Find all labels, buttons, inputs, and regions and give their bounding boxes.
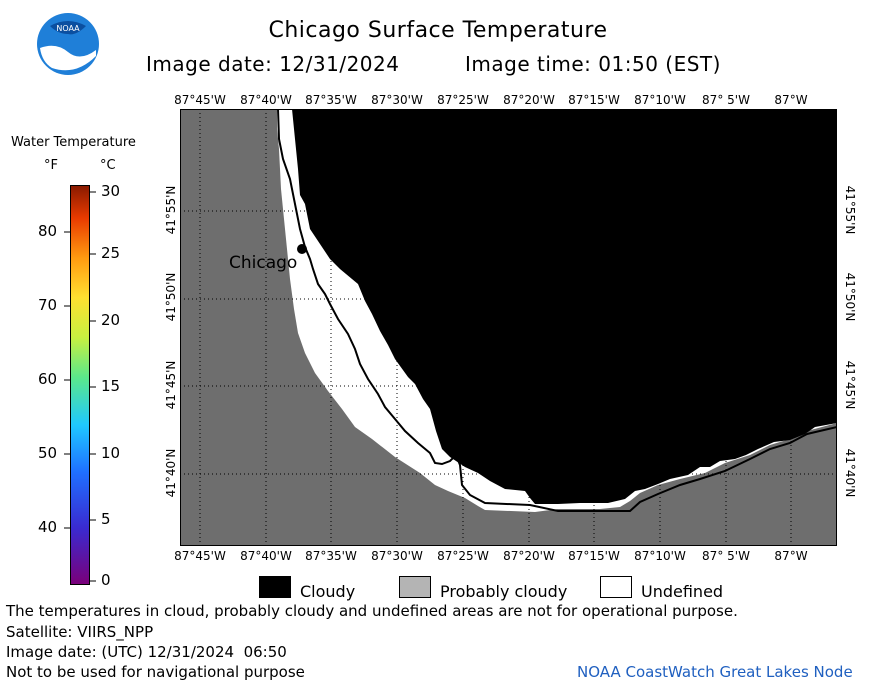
colorbar-c-tick: 10 [101,444,121,462]
lon-label-bottom: 87°30'W [371,549,423,563]
lon-label-top: 87°45'W [174,93,226,107]
legend-cloudy-label: Cloudy [300,582,356,601]
lon-label-bottom: 87°40'W [240,549,292,563]
lat-label-left: 41°40'N [164,448,178,498]
legend-probably-cloudy-label: Probably cloudy [440,582,568,601]
colorbar-f-tick: 80 [38,222,58,240]
lat-label-right: 41°40'N [843,448,857,498]
colorbar-title: Water Temperature [11,135,136,150]
legend-cloudy-swatch [259,576,291,598]
lon-label-bottom: 87°10'W [634,549,686,563]
nav-warning-text: Not to be used for navigational purpose [6,663,305,681]
shoreline [277,109,837,512]
lon-label-top: 87°35'W [305,93,357,107]
lon-label-top: 87°15'W [568,93,620,107]
colorbar-c-tick: 30 [101,182,121,200]
lon-label-top: 87°20'W [503,93,555,107]
image-time: Image time: 01:50 (EST) [465,52,721,76]
colorbar-c-tick: 5 [101,510,111,528]
lon-label-top: 87° 5'W [702,93,750,107]
noaa-logo: NOAA [36,12,100,76]
colorbar-c-tick: 0 [101,571,111,589]
page-title: Chicago Surface Temperature [268,18,608,43]
lon-label-bottom: 87°25'W [437,549,489,563]
lon-label-bottom: 87°W [774,549,808,563]
colorbar-unit-f: °F [44,158,58,173]
colorbar-c-tick: 25 [101,244,121,262]
cloudy-area [292,109,837,504]
lon-label-top: 87°W [774,93,808,107]
logo-text: NOAA [56,24,80,33]
lon-label-top: 87°40'W [240,93,292,107]
colorbar-f-tick: 70 [38,296,58,314]
lat-label-right: 41°55'N [843,185,857,235]
credit-text: NOAA CoastWatch Great Lakes Node [577,663,853,681]
lon-label-top: 87°30'W [371,93,423,107]
lon-label-bottom: 87° 5'W [702,549,750,563]
colorbar-f-tick: 40 [38,518,58,536]
image-date: Image date: 12/31/2024 [146,52,400,76]
lon-label-top: 87°25'W [437,93,489,107]
grid [180,109,837,546]
disclaimer-text: The temperatures in cloud, probably clou… [6,602,738,620]
colorbar-f-tick: 60 [38,370,58,388]
colorbar-unit-c: °C [100,158,116,173]
lon-label-top: 87°10'W [634,93,686,107]
map-canvas [180,109,837,546]
legend-undefined-label: Undefined [641,582,724,601]
colorbar-c-tick: 15 [101,377,121,395]
lat-label-left: 41°45'N [164,360,178,410]
colorbar-ticks [64,191,96,582]
colorbar-f-tick: 50 [38,444,58,462]
lon-label-bottom: 87°45'W [174,549,226,563]
legend-undefined-swatch [600,576,632,598]
chicago-marker [297,244,307,254]
colorbar-c-tick: 20 [101,311,121,329]
legend-probably-cloudy-swatch [399,576,431,598]
lon-label-bottom: 87°35'W [305,549,357,563]
map-border [180,109,837,546]
lat-label-left: 41°50'N [164,272,178,322]
lon-label-bottom: 87°15'W [568,549,620,563]
colorbar [70,185,90,585]
city-label: Chicago [229,253,298,273]
utc-date-text: Image date: (UTC) 12/31/2024 06:50 [6,643,287,661]
lat-label-left: 41°55'N [164,185,178,235]
satellite-text: Satellite: VIIRS_NPP [6,623,154,641]
lat-label-right: 41°50'N [843,272,857,322]
lon-label-bottom: 87°20'W [503,549,555,563]
lat-label-right: 41°45'N [843,360,857,410]
